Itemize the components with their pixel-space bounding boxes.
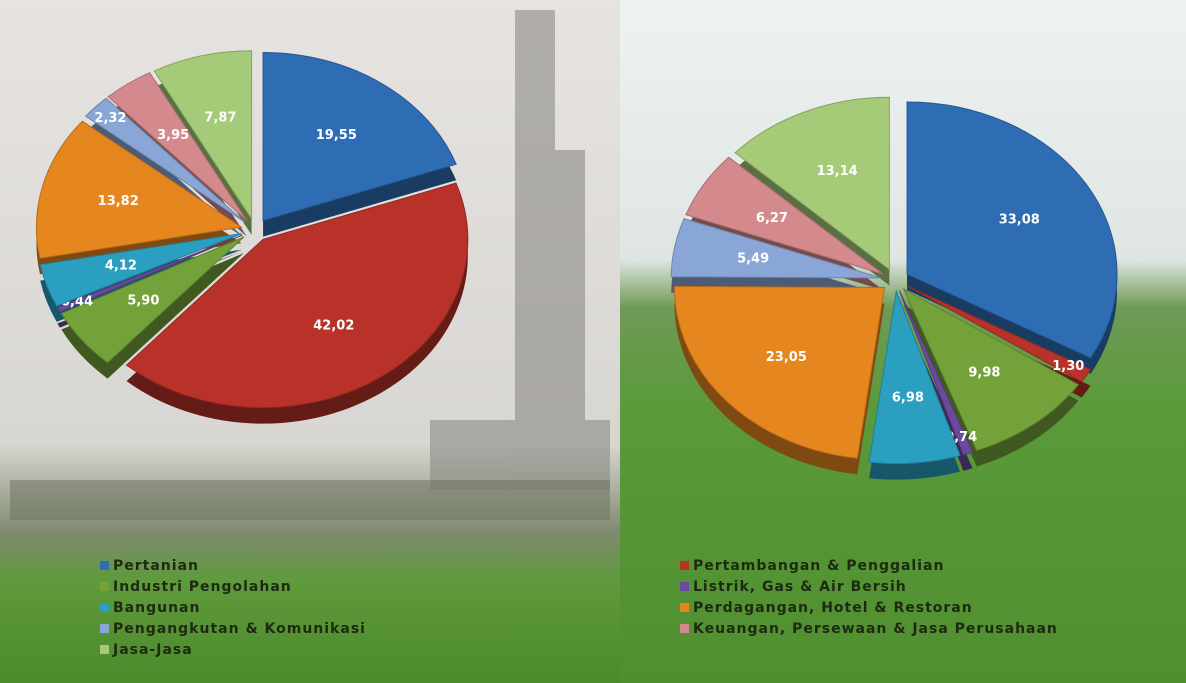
value-label: 5,49 <box>737 251 769 266</box>
value-label: 33,08 <box>999 213 1040 228</box>
pie-slice <box>685 156 884 275</box>
legend-swatch <box>100 561 109 570</box>
pie-slice <box>84 97 246 223</box>
legend-swatch <box>100 624 109 633</box>
legend-swatch <box>680 561 689 570</box>
legend-label: Keuangan, Persewaan & Jasa Perusahaan <box>693 621 1058 637</box>
legend-swatch <box>680 582 689 591</box>
pie-slice <box>125 182 469 409</box>
pie-slice <box>906 101 1118 359</box>
drilling-rig <box>430 10 610 490</box>
legend-label: Pertanian <box>113 558 199 574</box>
value-label: 42,02 <box>313 318 354 333</box>
pie-slice <box>153 50 253 221</box>
pie-slice <box>262 52 457 222</box>
pie-slice <box>39 233 242 307</box>
legend-label: Listrik, Gas & Air Bersih <box>693 579 907 595</box>
value-label: 5,90 <box>127 293 159 308</box>
pie-slice <box>107 72 248 222</box>
legend-swatch <box>100 603 109 612</box>
value-label: 13,14 <box>817 164 858 179</box>
pie-slice <box>35 120 243 259</box>
value-label: 6,98 <box>892 390 924 405</box>
pie-slice <box>670 218 882 279</box>
legend-swatch <box>680 603 689 612</box>
legend-swatch <box>100 645 109 654</box>
tree-line <box>10 480 610 520</box>
pie-slice <box>906 285 1092 383</box>
value-label: 19,55 <box>316 128 357 143</box>
value-label: 3,95 <box>157 128 189 143</box>
legend-swatch <box>680 624 689 633</box>
pie-slice <box>734 96 890 271</box>
value-label: 23,05 <box>766 350 807 365</box>
pie-slice <box>902 287 1080 452</box>
value-label: 4,12 <box>105 258 137 273</box>
pie-slice <box>899 290 974 456</box>
pie-slice <box>56 234 243 313</box>
legend-label: Bangunan <box>113 600 200 616</box>
value-label: 1,30 <box>1052 359 1084 374</box>
pie-slice <box>868 289 961 465</box>
legend-label: Perdagangan, Hotel & Restoran <box>693 600 973 616</box>
pie-slice <box>60 236 245 364</box>
legend-label: Jasa-Jasa <box>112 642 193 658</box>
value-label: 6,27 <box>756 211 788 226</box>
value-label: 7,87 <box>204 110 236 125</box>
legend-label: Industri Pengolahan <box>113 579 292 595</box>
legend-label: Pertambangan & Penggalian <box>693 558 944 574</box>
legend-label: Pengangkutan & Komunikasi <box>113 621 366 637</box>
pie-slice <box>673 285 886 459</box>
value-label: 9,98 <box>968 365 1000 380</box>
legend-swatch <box>100 582 109 591</box>
value-label: 2,32 <box>94 111 126 126</box>
value-label: 13,82 <box>98 194 139 209</box>
